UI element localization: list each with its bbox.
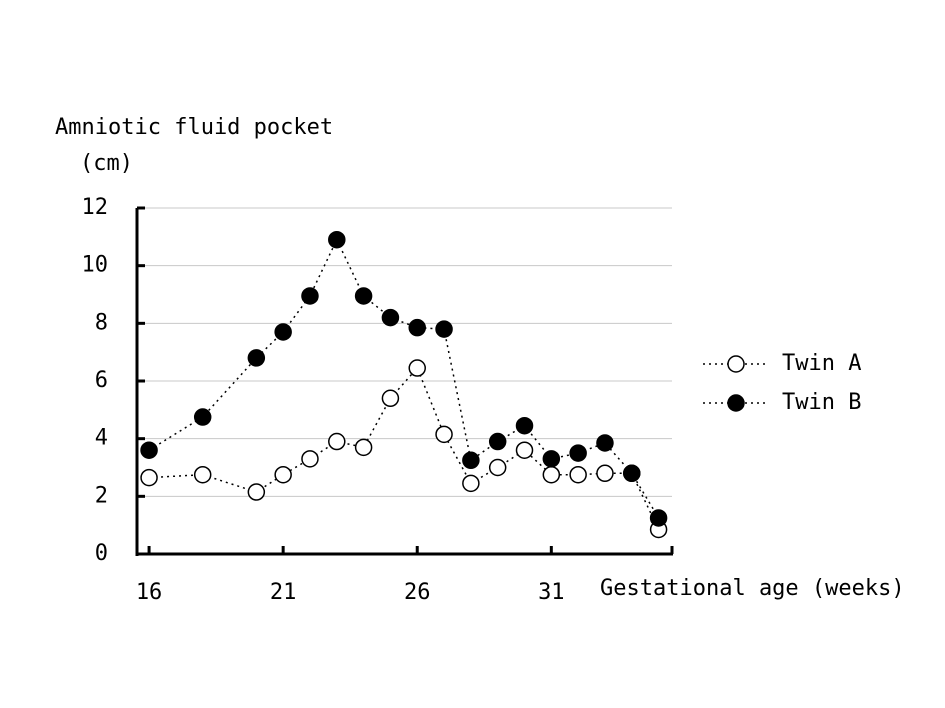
marker — [462, 451, 480, 470]
marker — [140, 468, 158, 487]
marker — [462, 474, 480, 493]
legend-marker — [727, 355, 745, 373]
marker — [488, 458, 507, 477]
legend-marker — [727, 394, 745, 412]
marker — [596, 434, 614, 452]
y-tick-label: 8 — [95, 310, 108, 335]
marker — [381, 308, 400, 327]
marker — [301, 450, 319, 468]
legend-label: Twin A — [782, 351, 861, 376]
marker — [623, 464, 641, 483]
x-tick-label: 16 — [136, 580, 163, 605]
marker — [569, 444, 587, 462]
series-line — [148, 237, 660, 519]
marker — [488, 432, 507, 451]
marker — [354, 287, 373, 305]
marker — [274, 323, 292, 341]
marker — [542, 465, 561, 484]
marker — [140, 441, 158, 459]
marker — [515, 416, 534, 435]
marker — [328, 230, 346, 249]
marker — [274, 465, 292, 484]
y-tick-label: 2 — [95, 483, 108, 508]
x-tick-label: 26 — [404, 580, 431, 605]
marker — [193, 465, 212, 484]
marker — [596, 464, 614, 483]
marker — [569, 465, 587, 484]
marker — [193, 408, 212, 426]
marker — [435, 425, 453, 444]
marker — [328, 432, 346, 451]
y-tick-label: 10 — [82, 253, 109, 278]
marker — [247, 483, 266, 501]
marker — [381, 389, 400, 408]
x-tick-label: 31 — [538, 580, 565, 605]
marker — [649, 509, 668, 527]
y-tick-label: 6 — [95, 368, 108, 393]
marker — [408, 318, 426, 337]
marker — [408, 359, 426, 377]
y-axis-title: Amniotic fluid pocket — [55, 115, 333, 140]
y-axis-unit: (cm) — [80, 151, 133, 176]
marker — [435, 320, 453, 338]
legend-label: Twin B — [782, 390, 861, 415]
marker — [301, 287, 319, 305]
marker — [247, 349, 266, 367]
y-tick-label: 0 — [95, 541, 108, 566]
y-tick-label: 12 — [82, 195, 109, 220]
marker — [354, 438, 373, 457]
marker — [542, 450, 561, 468]
x-tick-label: 21 — [270, 580, 297, 605]
x-axis-title: Gestational age (weeks) — [600, 576, 905, 601]
y-tick-label: 4 — [95, 426, 108, 451]
marker — [515, 441, 534, 459]
